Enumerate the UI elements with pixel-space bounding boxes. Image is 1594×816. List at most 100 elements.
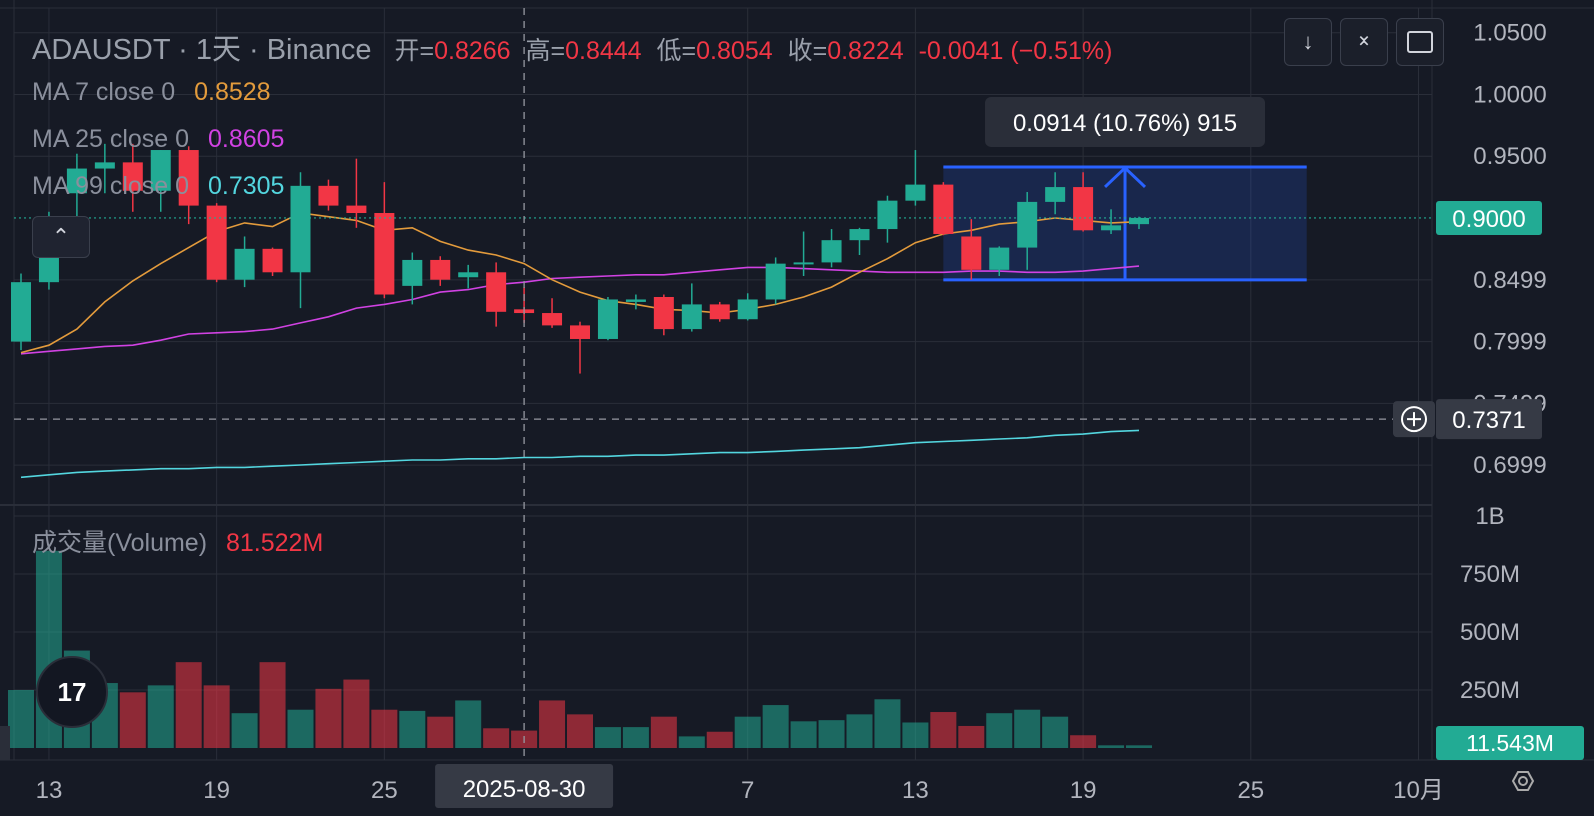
candle-body [486, 272, 507, 312]
time-tick-label: 19 [203, 777, 230, 804]
plus-icon [1401, 406, 1427, 433]
candle [262, 247, 283, 276]
candle [402, 252, 423, 305]
tradingview-logo[interactable]: 17 [36, 656, 108, 728]
ma7-legend[interactable]: MA 7 close 0 0.8528 [32, 78, 271, 107]
volume-bar [818, 720, 845, 748]
price-tick-label: 1.0500 [1473, 20, 1546, 47]
candle-body [262, 248, 283, 273]
left-toolbar-toggle[interactable] [0, 726, 10, 760]
price-tick-label: 1.0000 [1473, 81, 1546, 108]
settings-icon[interactable] [1503, 768, 1541, 791]
fullscreen-button[interactable] [1396, 18, 1444, 66]
volume-bar [622, 727, 649, 748]
scroll-to-realtime-button[interactable]: ↓ [1284, 18, 1332, 66]
open-value: 0.8266 [434, 37, 511, 65]
volume-bar [762, 705, 789, 748]
ma7-label: MA 7 close 0 [32, 78, 176, 106]
volume-bar [287, 709, 314, 748]
low-label: 低= [656, 37, 697, 65]
volume-bar [567, 714, 593, 748]
high-value: 0.8444 [565, 37, 642, 65]
candle-body [290, 185, 311, 273]
measure-tooltip-text: 0.0914 (10.76%) 915 [1013, 110, 1237, 137]
candle [961, 219, 982, 280]
candle-body [989, 247, 1010, 270]
ma25-label: MA 25 close 0 [32, 125, 190, 153]
candle-body [234, 248, 255, 280]
candle [122, 143, 143, 212]
ma99-line [20, 429, 1140, 479]
candle [290, 172, 311, 309]
candle-body [709, 304, 730, 320]
collapse-icon: ⌄ ⌃ [1355, 24, 1373, 60]
candle [486, 262, 507, 327]
volume-bar [119, 692, 146, 748]
ma25-legend[interactable]: MA 25 close 0 0.8605 [32, 125, 284, 154]
ma99-legend[interactable]: MA 99 close 0 0.7305 [32, 172, 284, 201]
volume-bar [147, 685, 174, 748]
tv-logo-icon: 17 [57, 676, 87, 707]
candle [178, 146, 199, 225]
measure-tooltip-box [985, 96, 1266, 147]
candle [793, 231, 814, 276]
volume-bar [790, 721, 817, 748]
last-price-label: 0.9000 [1452, 206, 1525, 233]
candle-body [653, 296, 674, 330]
candle-body [625, 299, 646, 302]
collapse-pane-button[interactable]: ⌄ ⌃ [1340, 18, 1388, 66]
candle [849, 227, 870, 255]
candle-body [821, 240, 842, 263]
volume-bar [315, 688, 342, 748]
candle [346, 158, 367, 228]
candle [150, 150, 171, 212]
time-tick-label: 19 [1070, 777, 1097, 804]
candle [458, 264, 479, 289]
time-tick-label: 13 [36, 777, 63, 804]
candle-body [122, 162, 143, 191]
candle-body [1129, 217, 1149, 225]
candle-body [346, 205, 367, 214]
candle [821, 229, 842, 268]
candle [570, 321, 590, 374]
candle [374, 182, 395, 299]
volume-bar [371, 709, 398, 748]
volume-tick-label: 500M [1460, 619, 1520, 646]
volume-value: 81.522M [226, 529, 324, 557]
candle [430, 256, 451, 286]
volume-bar [203, 685, 230, 748]
volume-bar [986, 713, 1013, 748]
volume-legend[interactable]: 成交量(Volume) 81.522M [32, 523, 323, 559]
symbol-title: ADAUSDT · 1天 · Binance [32, 34, 372, 66]
volume-bar [259, 662, 286, 748]
time-tick-label: 10月 [1393, 777, 1444, 804]
volume-bar [455, 700, 482, 748]
candle [94, 143, 115, 194]
open-label: 开= [394, 37, 435, 65]
collapse-legend-button[interactable]: ⌃ [32, 216, 90, 258]
volume-bar [706, 731, 733, 748]
last-volume-label: 11.543M [1466, 730, 1554, 756]
ma7-value: 0.8528 [194, 78, 271, 106]
volume-bar [650, 716, 677, 748]
candle-body [458, 272, 479, 278]
ma99-label: MA 99 close 0 [32, 172, 190, 200]
volume-bar [539, 700, 566, 748]
volume-bar [594, 727, 621, 748]
candle-body [178, 150, 199, 206]
candle-body [430, 259, 451, 280]
candle-body [933, 184, 954, 235]
volume-bar [8, 690, 34, 748]
measure-arrow-head [1103, 165, 1147, 189]
volume-bar [231, 713, 258, 748]
price-tick-label: 0.6999 [1473, 452, 1546, 479]
volume-bar [1098, 745, 1125, 748]
candle [318, 179, 339, 211]
close-label: 收= [787, 37, 828, 65]
candle [1129, 216, 1149, 230]
change-value: -0.0041 (−0.51%) [918, 37, 1113, 65]
time-tick-label: 25 [371, 777, 398, 804]
candle [1017, 192, 1038, 270]
